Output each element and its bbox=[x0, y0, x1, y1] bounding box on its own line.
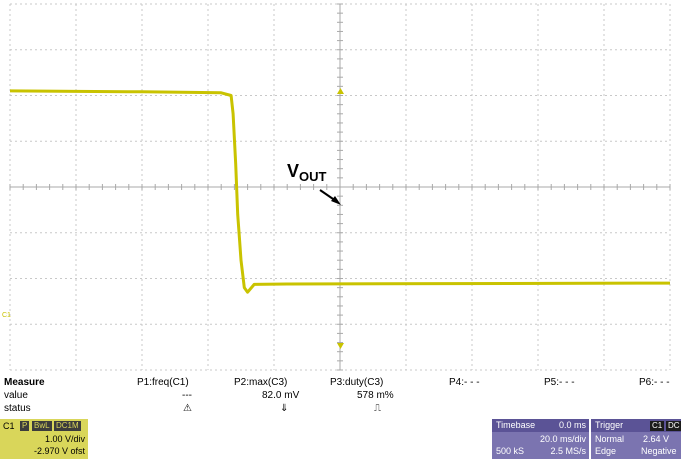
coupling-badge: DC1M bbox=[54, 421, 81, 431]
measure-p2-header[interactable]: P2:max(C3) bbox=[234, 377, 288, 388]
measure-header-row: Measure P1:freq(C1) P2:max(C3) P3:duty(C… bbox=[0, 377, 681, 390]
measure-p4-header[interactable]: P4:- - - bbox=[449, 377, 480, 388]
trigger-type: Edge bbox=[595, 446, 617, 456]
waveform-trace bbox=[9, 89, 671, 294]
measure-value-label: value bbox=[4, 390, 28, 401]
bandwidth-limit-badge: BwL bbox=[32, 421, 52, 431]
trigger-position-marker-bottom bbox=[337, 343, 344, 349]
timebase-delay: 0.0 ms bbox=[558, 420, 586, 430]
channel-volts-per-div: 1.00 V/div bbox=[44, 434, 85, 444]
measure-p2-status-icon: ⇓ bbox=[280, 403, 289, 414]
timebase-descriptor[interactable]: Timebase 0.0 ms 20.0 ms/div 500 kS 2.5 M… bbox=[492, 419, 589, 459]
timebase-time-per-div: 20.0 ms/div bbox=[539, 434, 586, 444]
measure-p1-status-icon: ⚠ bbox=[183, 403, 192, 414]
oscilloscope-screen: C1 VOUT bbox=[2, 3, 671, 371]
measure-p5-header[interactable]: P5:- - - bbox=[544, 377, 575, 388]
measure-p2-value: 82.0 mV bbox=[262, 390, 300, 401]
timebase-samples: 500 kS bbox=[496, 446, 525, 456]
trigger-descriptor[interactable]: Trigger C1 DC Normal 2.64 V Edge Negativ… bbox=[591, 419, 681, 459]
probe-badge: P bbox=[20, 421, 30, 431]
channel-offset: -2.970 V ofst bbox=[33, 446, 85, 456]
measurement-panel: Measure P1:freq(C1) P2:max(C3) P3:duty(C… bbox=[0, 377, 681, 417]
channel-1-descriptor[interactable]: C1 P BwL DC1M 1.00 V/div -2.970 V ofst bbox=[0, 419, 88, 459]
vout-annotation: VOUT bbox=[287, 161, 341, 205]
ground-level-marker: C1 bbox=[2, 312, 11, 319]
timebase-header bbox=[492, 419, 589, 432]
measure-p3-status-icon: ⎍ bbox=[374, 403, 381, 414]
measure-status-label: status bbox=[4, 403, 31, 414]
trigger-level: 2.64 V bbox=[643, 434, 670, 444]
measure-value-row: value --- 82.0 mV 578 m% bbox=[0, 390, 681, 403]
trigger-source-badge: C1 bbox=[650, 421, 665, 431]
trigger-mode: Normal bbox=[595, 434, 625, 444]
center-tick-marks bbox=[9, 3, 671, 371]
measure-p6-header[interactable]: P6:- - - bbox=[639, 377, 670, 388]
measure-p3-value: 578 m% bbox=[357, 390, 394, 401]
measure-title: Measure bbox=[4, 377, 45, 388]
timebase-title: Timebase bbox=[496, 420, 536, 430]
trigger-coupling-badge: DC bbox=[666, 421, 681, 431]
trigger-slope: Negative bbox=[641, 446, 677, 456]
timebase-sample-rate: 2.5 MS/s bbox=[550, 446, 586, 456]
measure-status-row: status ⚠ ⇓ ⎍ bbox=[0, 403, 681, 416]
measure-p1-header[interactable]: P1:freq(C1) bbox=[137, 377, 189, 388]
trigger-position-marker bbox=[337, 88, 344, 94]
measure-p1-value: --- bbox=[182, 390, 192, 401]
trigger-title: Trigger bbox=[595, 420, 624, 430]
channel-label: C1 bbox=[3, 421, 15, 431]
vout-arrow-head bbox=[331, 196, 341, 205]
vout-label: VOUT bbox=[287, 161, 327, 184]
measure-p3-header[interactable]: P3:duty(C3) bbox=[330, 377, 384, 388]
